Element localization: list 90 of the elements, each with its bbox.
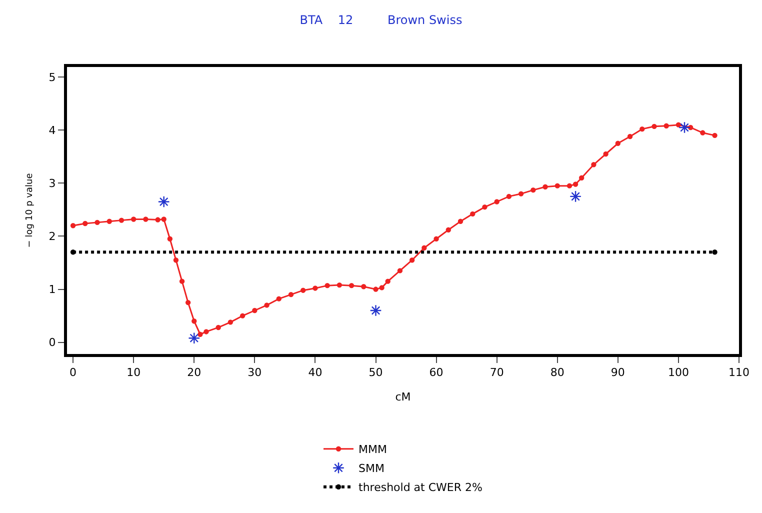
x-tick-label: 100: [668, 366, 689, 380]
point: [70, 223, 76, 228]
point: [615, 140, 621, 146]
y-tick-label: 1: [48, 283, 56, 296]
legend-label: SMM: [358, 462, 384, 476]
y-tick-label: 5: [48, 70, 56, 84]
point: [179, 278, 185, 284]
point: [106, 218, 112, 224]
point: [240, 313, 246, 318]
point: [252, 308, 258, 314]
point: [542, 184, 548, 190]
point: [482, 204, 488, 210]
point: [409, 258, 415, 263]
y-tick-label: 3: [48, 177, 56, 190]
point: [603, 151, 608, 157]
point: [204, 329, 209, 334]
point: [155, 217, 160, 222]
point: [494, 199, 500, 204]
x-tick-label: 90: [610, 366, 625, 380]
point: [385, 278, 390, 284]
point: [397, 268, 403, 274]
point: [228, 320, 234, 325]
point: [370, 304, 382, 316]
point: [130, 216, 136, 222]
point: [554, 183, 560, 188]
legend-label: MMM: [358, 443, 387, 456]
point: [185, 300, 191, 306]
x-tick-label: 30: [248, 366, 262, 380]
y-tick-label: 2: [48, 230, 56, 244]
point: [678, 121, 691, 134]
x-tick-label: 70: [490, 366, 504, 380]
y-axis-title: − log 10 p value: [25, 172, 36, 248]
point: [458, 218, 464, 224]
point: [506, 194, 512, 200]
point: [300, 288, 306, 293]
point: [161, 216, 166, 222]
point: [566, 183, 572, 188]
point: [82, 220, 88, 226]
point: [198, 332, 203, 337]
point: [361, 284, 366, 290]
x-axis-title: cM: [395, 390, 411, 404]
point: [94, 220, 100, 226]
point: [348, 282, 354, 288]
chart-title: BTA 12 Brown Swiss: [300, 12, 462, 27]
x-tick-label: 0: [70, 366, 77, 380]
point: [158, 196, 170, 208]
point: [712, 132, 718, 138]
point: [312, 286, 318, 291]
point: [627, 134, 633, 140]
point: [518, 191, 524, 196]
x-tick-label: 80: [550, 366, 564, 380]
point: [700, 130, 706, 136]
x-tick-label: 110: [728, 366, 750, 380]
point: [379, 285, 384, 290]
x-tick-label: 20: [187, 366, 202, 380]
x-tick-label: 40: [308, 366, 322, 380]
point: [434, 236, 439, 242]
x-tick-label: 10: [126, 366, 141, 380]
y-tick-label: 4: [48, 124, 56, 137]
point: [143, 216, 148, 222]
point: [712, 250, 718, 255]
point: [188, 332, 200, 344]
point: [664, 123, 669, 128]
point: [70, 250, 76, 255]
point: [276, 296, 282, 302]
point: [530, 187, 536, 193]
point: [216, 324, 221, 330]
y-tick-label: 0: [48, 336, 56, 350]
point: [640, 126, 645, 132]
point: [570, 190, 582, 202]
x-tick-label: 50: [368, 366, 383, 380]
point: [167, 236, 173, 242]
point: [422, 245, 427, 250]
point: [470, 211, 476, 217]
point: [173, 258, 179, 263]
point: [591, 162, 596, 168]
point: [324, 282, 330, 288]
point: [288, 292, 294, 298]
point: [652, 124, 657, 130]
legend-label: threshold at CWER 2%: [358, 481, 482, 494]
point: [373, 286, 378, 292]
point: [676, 122, 682, 128]
point: [572, 182, 578, 187]
point: [264, 302, 270, 308]
point: [446, 227, 452, 232]
point: [578, 175, 584, 180]
x-tick-label: 60: [429, 366, 444, 380]
point: [118, 218, 124, 223]
point: [336, 282, 342, 288]
point: [192, 318, 197, 324]
